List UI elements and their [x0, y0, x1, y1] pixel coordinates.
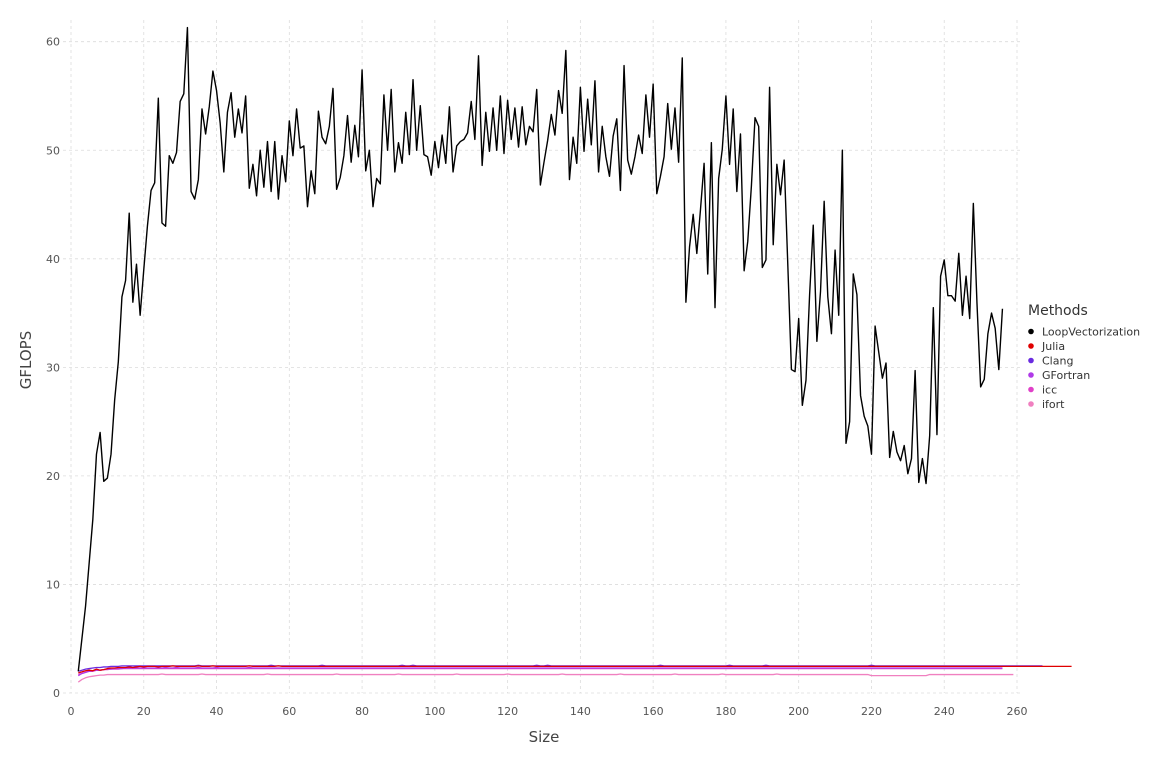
y-tick-label: 10 — [46, 578, 60, 591]
x-tick-label: 180 — [715, 705, 736, 718]
y-axis-ticks: 0 10 20 30 40 50 60 — [46, 36, 60, 700]
x-tick-label: 120 — [497, 705, 518, 718]
x-tick-label: 80 — [355, 705, 369, 718]
series-layer — [77, 26, 1072, 683]
y-axis-title: GFLOPS — [17, 331, 35, 389]
x-tick-label: 140 — [570, 705, 591, 718]
x-tick-label: 220 — [861, 705, 882, 718]
x-axis-ticks: 0 20 40 60 80 100 120 140 160 180 200 220 240 260 — [68, 705, 1028, 718]
y-tick-label: 20 — [46, 470, 60, 483]
legend-label-clang: Clang — [1042, 355, 1073, 368]
y-tick-label: 0 — [53, 687, 60, 700]
legend-key-icc — [1028, 386, 1034, 393]
x-tick-label: 160 — [643, 705, 664, 718]
legend-label-ifort: ifort — [1042, 398, 1065, 411]
y-tick-label: 60 — [46, 36, 60, 49]
series-line-gfortran — [77, 666, 1003, 677]
series-line-loopvectorization — [77, 26, 1004, 672]
x-tick-label: 240 — [934, 705, 955, 718]
series-line-ifort — [77, 673, 1014, 683]
legend-label-loopvectorization: LoopVectorization — [1042, 326, 1140, 339]
x-tick-label: 100 — [424, 705, 445, 718]
x-tick-label: 260 — [1007, 705, 1028, 718]
y-tick-label: 30 — [46, 361, 60, 374]
legend-title: Methods — [1028, 303, 1088, 319]
x-tick-label: 200 — [788, 705, 809, 718]
x-tick-label: 20 — [137, 705, 151, 718]
legend-label-icc: icc — [1042, 384, 1057, 397]
x-tick-label: 0 — [68, 705, 75, 718]
x-tick-label: 60 — [282, 705, 296, 718]
x-tick-label: 40 — [210, 705, 224, 718]
legend-key-clang — [1028, 357, 1034, 364]
grid — [63, 20, 1022, 694]
y-tick-label: 40 — [46, 253, 60, 266]
legend-key-gfortran — [1028, 372, 1034, 378]
legend-label-julia: Julia — [1041, 340, 1065, 353]
y-tick-label: 50 — [46, 144, 60, 157]
legend-key-julia — [1028, 343, 1034, 349]
legend-key-loopvectorization — [1028, 328, 1034, 335]
series-line-julia — [78, 665, 1072, 674]
x-axis-title: Size — [529, 728, 560, 746]
legend-key-ifort — [1028, 401, 1034, 407]
legend-label-gfortran: GFortran — [1042, 369, 1090, 382]
